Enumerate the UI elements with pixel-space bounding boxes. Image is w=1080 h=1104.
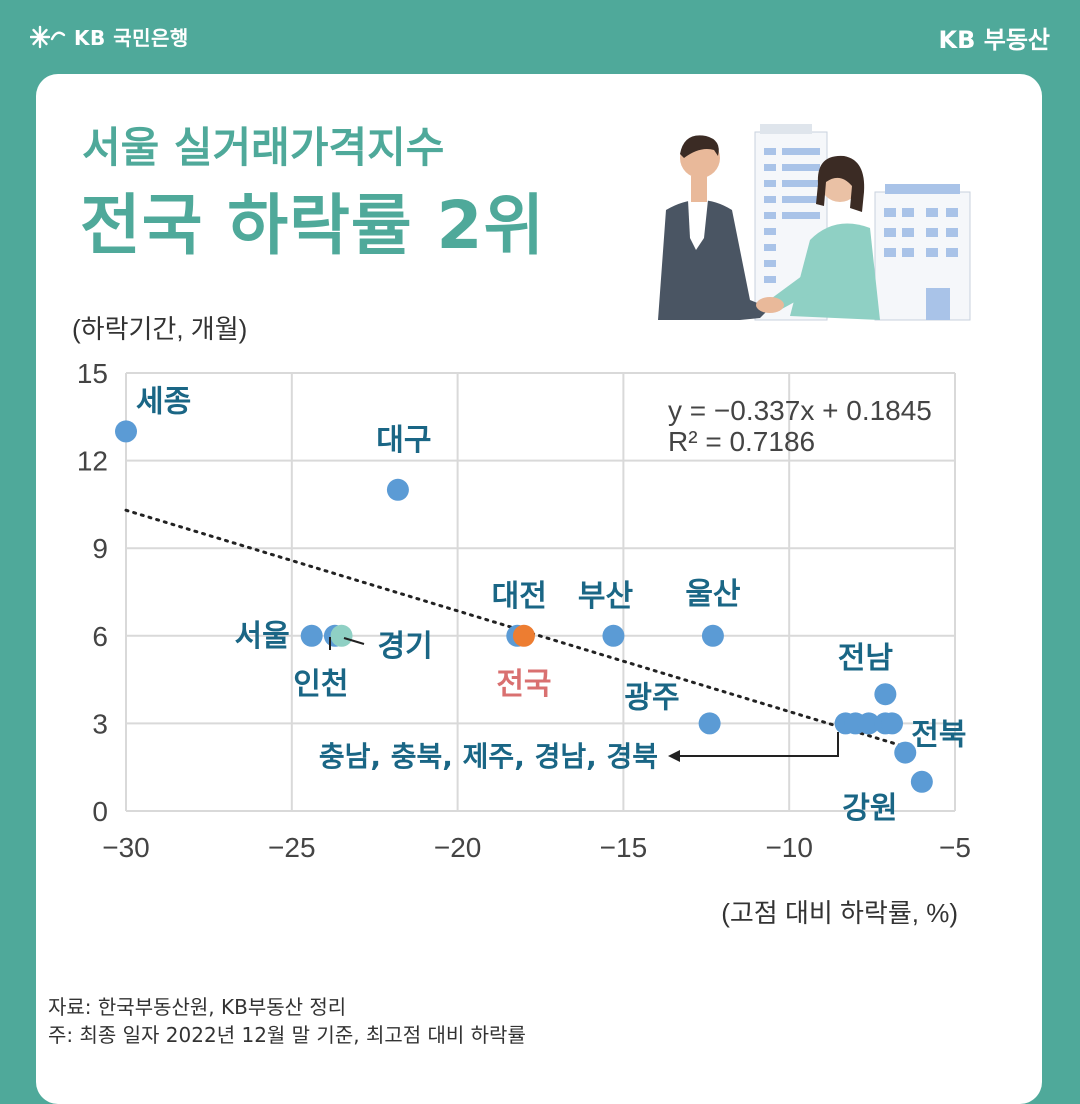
point-label: 서울 bbox=[234, 619, 289, 654]
x-tick-label: −10 bbox=[765, 832, 813, 863]
x-axis-label: (고점 대비 하락률, %) bbox=[721, 898, 958, 928]
x-tick-label: −30 bbox=[102, 832, 150, 863]
y-axis-label: (하락기간, 개월) bbox=[72, 314, 247, 344]
point-label: 전북 bbox=[911, 718, 966, 753]
y-tick-label: 15 bbox=[77, 358, 108, 389]
point-label: 인천 bbox=[293, 667, 348, 702]
point-label: 경기 bbox=[378, 629, 433, 664]
scatter-chart: −30 −25 −20 −15 −10 −5 0 3 6 9 12 15 (하락기간, 개월) (고점… bbox=[72, 314, 971, 928]
data-point bbox=[874, 683, 897, 706]
data-point bbox=[698, 712, 721, 735]
point-label: 광주 bbox=[624, 680, 679, 715]
footnotes: 자료: 한국부동산원, KB부동산 정리 주: 최종 일자 2022년 12월 … bbox=[48, 993, 526, 1049]
bank-logo: KB 국민은행 bbox=[30, 22, 189, 51]
r-squared: R² = 0.7186 bbox=[668, 426, 815, 457]
group-label: 충남, 충북, 제주, 경남, 경북 bbox=[319, 740, 658, 773]
axis-ticks: −30 −25 −20 −15 −10 −5 0 3 6 9 12 15 bbox=[77, 358, 971, 863]
data-point bbox=[115, 420, 137, 443]
group-arrow bbox=[676, 732, 839, 757]
data-point bbox=[300, 624, 323, 647]
regression-equation: y = −0.337x + 0.1845 bbox=[668, 395, 932, 426]
data-point bbox=[512, 624, 535, 647]
bank-name: KB 국민은행 bbox=[74, 26, 189, 50]
chart-title: 전국 하락률 2위 bbox=[80, 187, 546, 264]
x-tick-label: −15 bbox=[600, 832, 648, 863]
point-label: 울산 bbox=[685, 577, 741, 612]
handshake-illustration bbox=[658, 124, 971, 321]
x-tick-label: −5 bbox=[939, 832, 971, 863]
y-tick-label: 9 bbox=[92, 533, 108, 564]
data-point bbox=[894, 741, 917, 764]
content-card bbox=[36, 74, 1042, 1104]
point-label: 부산 bbox=[578, 579, 634, 614]
point-label: 세종 bbox=[136, 384, 191, 419]
point-label: 대전 bbox=[492, 579, 547, 614]
point-label: 강원 bbox=[842, 791, 897, 826]
data-point bbox=[857, 712, 880, 735]
point-label: 전국 bbox=[496, 667, 551, 702]
criteria-note: 주: 최종 일자 2022년 12월 말 기준, 최고점 대비 하락률 bbox=[48, 1023, 526, 1047]
data-point bbox=[330, 624, 353, 647]
y-tick-label: 3 bbox=[92, 708, 108, 739]
chart-subtitle: 서울 실거래가격지수 bbox=[82, 123, 445, 172]
data-point bbox=[602, 624, 625, 647]
x-tick-label: −25 bbox=[268, 832, 316, 863]
source-note: 자료: 한국부동산원, KB부동산 정리 bbox=[48, 995, 347, 1019]
point-label: 대구 bbox=[376, 423, 431, 458]
gyeonggi-connector bbox=[343, 637, 365, 645]
y-tick-label: 12 bbox=[77, 446, 108, 477]
group-arrowhead bbox=[668, 750, 680, 762]
data-point bbox=[880, 712, 903, 735]
data-point bbox=[910, 770, 933, 793]
x-tick-label: −20 bbox=[434, 832, 482, 863]
data-point bbox=[386, 478, 409, 501]
point-label: 전남 bbox=[838, 641, 894, 676]
data-point bbox=[701, 624, 724, 647]
kb-real-estate-brand: KB 부동산 bbox=[938, 26, 1051, 54]
y-tick-label: 6 bbox=[92, 621, 108, 652]
y-tick-label: 0 bbox=[92, 796, 108, 827]
kb-star-icon bbox=[30, 25, 66, 48]
data-points bbox=[115, 420, 933, 793]
